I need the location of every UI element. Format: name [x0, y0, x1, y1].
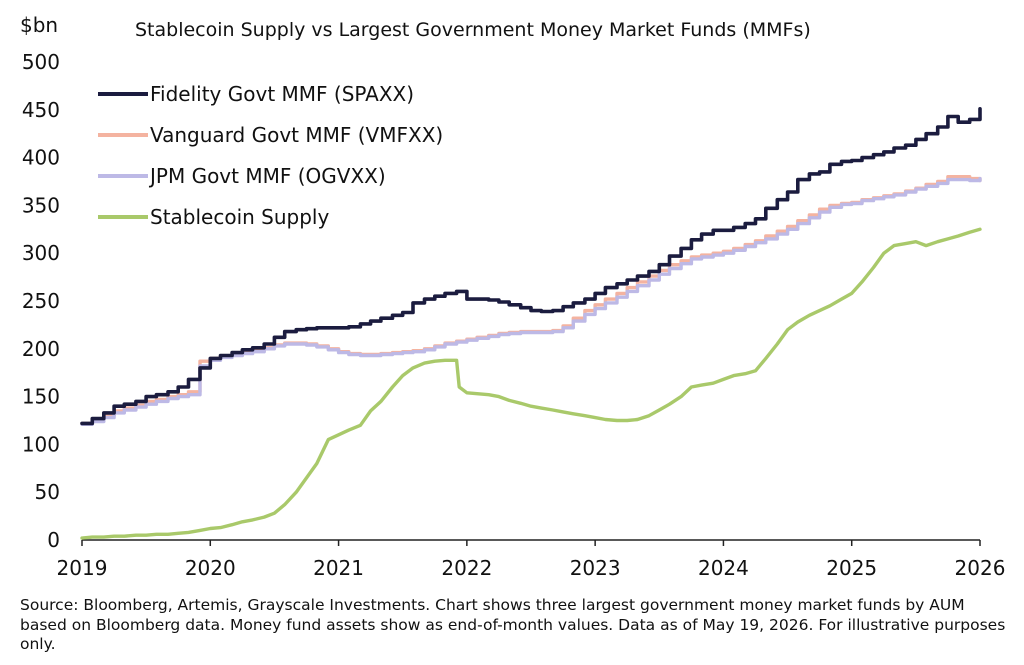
legend-label: Stablecoin Supply [150, 205, 329, 229]
source-note: Source: Bloomberg, Artemis, Grayscale In… [20, 596, 1006, 653]
x-tick-label: 2019 [57, 556, 108, 580]
legend-label: JPM Govt MMF (OGVXX) [148, 164, 386, 188]
x-tick-label: 2025 [826, 556, 877, 580]
series-layer [80, 107, 982, 540]
chart-title: Stablecoin Supply vs Largest Government … [135, 19, 811, 41]
x-tick-label: 2026 [955, 556, 1006, 580]
legend: Fidelity Govt MMF (SPAXX) Vanguard Govt M… [98, 82, 443, 229]
y-tick-label: 300 [22, 241, 60, 265]
x-tick-label: 2021 [313, 556, 364, 580]
x-axis: 2019 2020 2021 2022 2023 2024 2025 2026 [57, 539, 1006, 580]
x-tick-label: 2023 [570, 556, 621, 580]
series-line-fidelity-govt-mmf-spaxx [80, 107, 982, 426]
y-tick-label: 200 [22, 337, 60, 361]
y-tick-label: 100 [22, 432, 60, 456]
y-tick-label: 400 [22, 146, 60, 170]
x-tick-label: 2020 [185, 556, 236, 580]
y-tick-label: 150 [22, 385, 60, 409]
line-chart: $bn Stablecoin Supply vs Largest Governm… [20, 13, 1006, 580]
series-line-stablecoin-supply [80, 227, 982, 540]
unit-label: $bn [20, 13, 58, 37]
x-tick-label: 2022 [441, 556, 492, 580]
y-tick-label: 500 [22, 50, 60, 74]
y-tick-label: 250 [22, 289, 60, 313]
y-tick-label: 50 [35, 480, 60, 504]
y-tick-label: 0 [47, 528, 60, 552]
x-tick-label: 2024 [698, 556, 749, 580]
y-tick-label: 450 [22, 98, 60, 122]
legend-label: Vanguard Govt MMF (VMFXX) [150, 123, 443, 147]
y-tick-label: 350 [22, 193, 60, 217]
y-axis: 0 50 100 150 200 250 300 350 400 450 500 [22, 50, 60, 552]
legend-label: Fidelity Govt MMF (SPAXX) [150, 82, 414, 106]
